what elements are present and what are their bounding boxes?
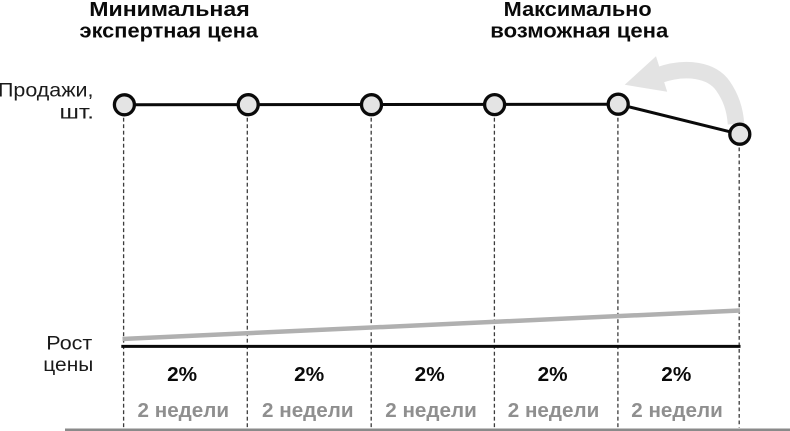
svg-text:2 недели: 2 недели — [508, 399, 600, 422]
svg-text:шт.: шт. — [60, 103, 95, 124]
svg-text:Минимальная: Минимальная — [89, 0, 250, 21]
svg-text:2%: 2% — [167, 363, 197, 386]
svg-text:возможная цена: возможная цена — [490, 20, 669, 43]
svg-text:Продажи,: Продажи, — [0, 81, 94, 102]
svg-text:2 недели: 2 недели — [138, 399, 230, 422]
svg-text:цены: цены — [43, 355, 93, 376]
svg-text:2 недели: 2 недели — [262, 399, 354, 422]
svg-text:Максимально: Максимально — [504, 0, 652, 21]
svg-text:2%: 2% — [538, 363, 568, 386]
svg-text:2%: 2% — [294, 363, 324, 386]
svg-text:2%: 2% — [661, 363, 691, 386]
svg-text:экспертная цена: экспертная цена — [80, 20, 259, 43]
svg-text:2 недели: 2 недели — [385, 399, 477, 422]
svg-text:2%: 2% — [415, 363, 445, 386]
svg-text:2 недели: 2 недели — [631, 399, 723, 422]
svg-text:Рост: Рост — [46, 333, 92, 354]
